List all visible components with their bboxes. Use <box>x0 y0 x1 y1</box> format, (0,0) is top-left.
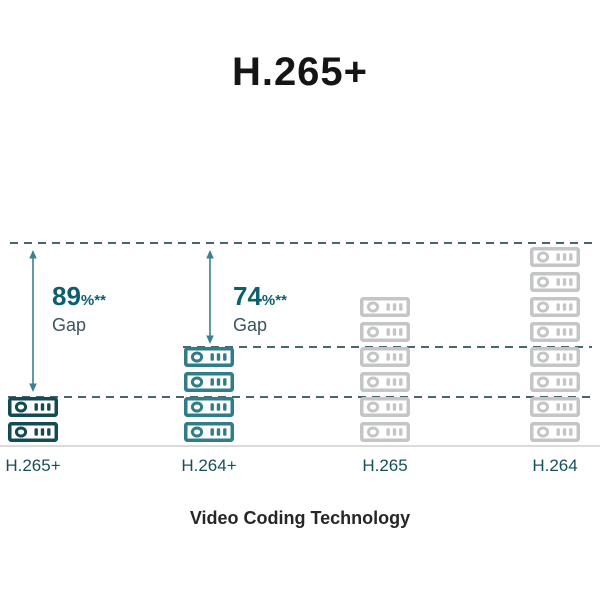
x-axis-label-h264plus: H.264+ <box>181 456 237 475</box>
server-icon <box>184 422 234 442</box>
server-icon <box>530 322 580 342</box>
server-icon <box>360 422 410 442</box>
gap-percent: 89%** <box>52 281 106 311</box>
server-stack-h264 <box>530 247 580 442</box>
gap-arrow-icon <box>27 250 39 392</box>
server-icon <box>8 422 58 442</box>
gap-annotation: 89%** Gap <box>52 283 106 334</box>
server-icon <box>184 372 234 392</box>
server-stack-h265plus <box>8 397 58 442</box>
gap-arrow-icon <box>204 250 216 344</box>
server-icon <box>360 397 410 417</box>
server-stack-h265 <box>360 297 410 442</box>
x-axis-baseline <box>0 445 600 447</box>
server-icon <box>530 272 580 292</box>
x-axis-label-h264: H.264 <box>532 456 578 475</box>
server-icon <box>8 397 58 417</box>
server-icon <box>360 347 410 367</box>
reference-line-h265plus-level <box>8 396 592 398</box>
page-title: H.265+ <box>231 50 369 94</box>
gap-word: Gap <box>52 315 87 335</box>
server-stack-h264plus <box>184 347 234 442</box>
x-axis-label-h265plus: H.265+ <box>5 456 61 475</box>
x-axis-title: Video Coding Technology <box>189 508 411 528</box>
double-headed-vertical-arrow-icon <box>206 250 214 344</box>
server-icon <box>360 297 410 317</box>
gap-percent: 74%** <box>233 281 287 311</box>
server-icon <box>530 422 580 442</box>
x-axis-label-h265: H.265 <box>362 456 408 475</box>
server-icon <box>360 372 410 392</box>
server-icon <box>360 322 410 342</box>
server-icon <box>184 397 234 417</box>
gap-word: Gap <box>233 315 268 335</box>
server-icon <box>530 372 580 392</box>
gap-annotation: 74%** Gap <box>233 283 287 334</box>
server-icon <box>530 397 580 417</box>
server-icon <box>530 297 580 317</box>
server-icon <box>530 347 580 367</box>
double-headed-vertical-arrow-icon <box>29 250 37 392</box>
server-icon <box>530 247 580 267</box>
reference-line-h264-level <box>10 242 592 244</box>
server-icon <box>184 347 234 367</box>
